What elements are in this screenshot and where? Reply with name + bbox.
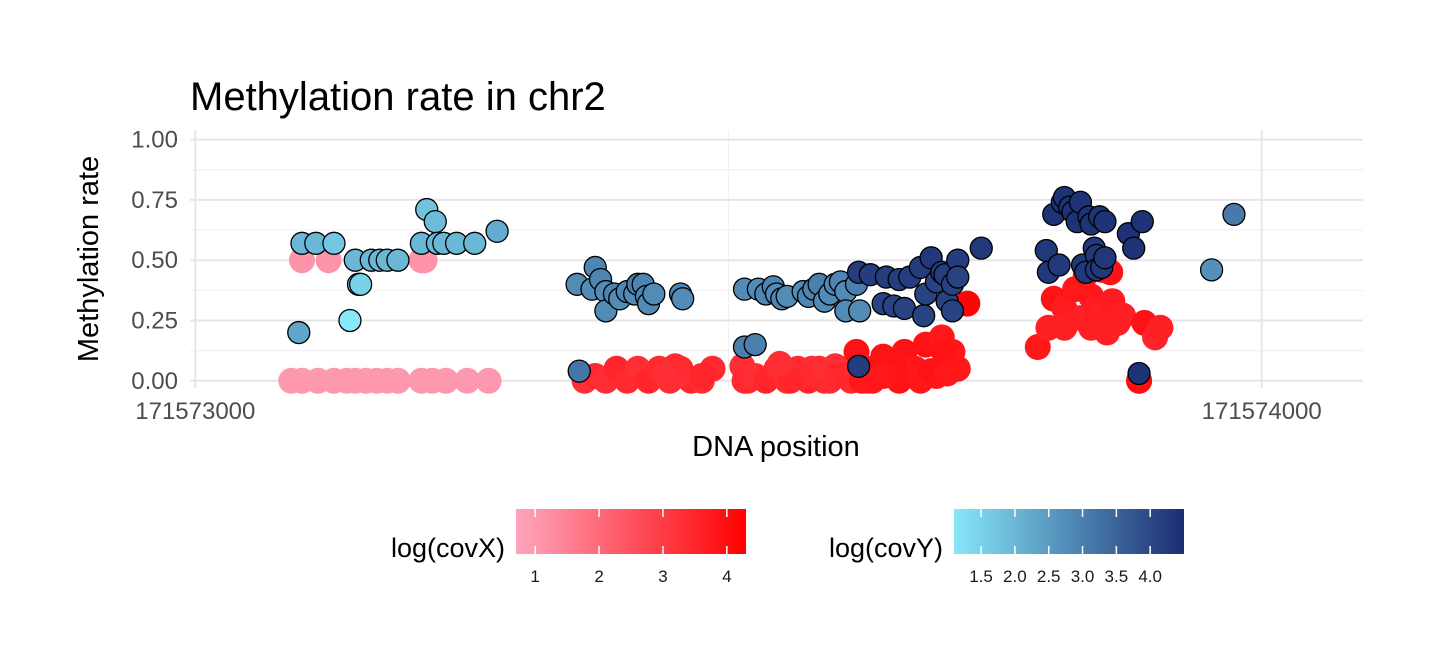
legend-tick-label: 2.0 — [1003, 567, 1027, 586]
covy-point — [1222, 202, 1246, 227]
y-tick-label: 0.50 — [131, 247, 178, 274]
covx-point — [1024, 334, 1051, 361]
covx-point — [288, 247, 315, 274]
covx-point — [766, 350, 793, 377]
covy-point — [848, 299, 872, 323]
covy-point — [567, 359, 591, 383]
x-tick-label: 171574000 — [1202, 398, 1322, 425]
covy-point — [463, 231, 487, 255]
legend-covx-title: log(covX) — [391, 533, 505, 563]
legend-covy-ticks: 1.5 2.0 2.5 3.0 3.5 4.0 — [969, 509, 1162, 586]
legend-covy-colorbar — [954, 509, 1184, 554]
legend-tick-label: 4 — [722, 567, 731, 586]
covy-point — [940, 299, 965, 323]
legend-covy: log(covY) 1.5 2.0 2.5 3.0 3.5 4.0 — [829, 509, 1184, 586]
x-axis-ticks: 171573000 171574000 — [135, 398, 1322, 425]
legend-covx-ticks: 1 2 3 4 — [530, 509, 732, 586]
covy-point — [671, 287, 695, 311]
covy-point — [338, 308, 362, 333]
y-axis-ticks: 0.00 0.25 0.50 0.75 1.00 — [131, 127, 178, 395]
y-tick-label: 0.25 — [131, 307, 178, 334]
legend-tick-label: 3.5 — [1105, 567, 1129, 586]
covx-point — [454, 367, 481, 394]
chart-title: Methylation rate in chr2 — [190, 75, 606, 119]
x-axis-title: DNA position — [692, 431, 860, 463]
covx-point — [1147, 314, 1174, 341]
covx-point — [432, 367, 459, 394]
covy-point — [969, 236, 993, 260]
covy-point — [1122, 236, 1146, 260]
covy-point — [912, 304, 936, 328]
legend-tick-label: 3 — [658, 567, 667, 586]
covx-point — [934, 360, 961, 387]
legend-tick-label: 2 — [594, 567, 603, 586]
y-axis-title: Methylation rate — [73, 156, 105, 362]
covy-point — [1130, 209, 1154, 234]
covy-point — [287, 320, 311, 345]
covy-point — [846, 354, 871, 378]
legend-covy-title: log(covY) — [829, 533, 943, 563]
covx-point — [651, 360, 678, 387]
covx-point — [1110, 302, 1137, 329]
covy-point — [386, 248, 410, 272]
x-tick-label: 171573000 — [135, 398, 255, 425]
legend-tick-label: 1.5 — [969, 567, 993, 586]
covx-point — [384, 367, 411, 394]
covy-point — [1047, 253, 1071, 277]
covy-point — [1093, 209, 1117, 234]
legend-tick-label: 4.0 — [1138, 567, 1162, 586]
covy-point — [1093, 246, 1117, 270]
legend-tick-label: 2.5 — [1037, 567, 1061, 586]
data-points — [278, 185, 1246, 394]
covy-point — [322, 231, 346, 255]
covx-point — [475, 367, 502, 394]
covy-point — [946, 265, 970, 289]
legend-tick-label: 1 — [530, 567, 539, 586]
covx-point — [688, 362, 715, 389]
y-tick-label: 1.00 — [131, 127, 178, 154]
legend-covx-colorbar — [516, 509, 746, 554]
covy-point — [1127, 361, 1151, 386]
y-tick-label: 0.75 — [131, 187, 178, 214]
covy-point — [743, 332, 767, 357]
covx-point — [930, 338, 957, 365]
legend-tick-label: 3.0 — [1071, 567, 1095, 586]
covy-point — [485, 219, 509, 243]
legend-covx: log(covX) 1 2 3 4 — [391, 509, 746, 586]
y-tick-label: 0.00 — [131, 368, 178, 395]
covy-point — [642, 282, 666, 306]
covy-point — [1199, 258, 1224, 282]
covy-point — [423, 209, 447, 234]
covx-point — [870, 362, 897, 389]
covy-point — [348, 272, 373, 296]
